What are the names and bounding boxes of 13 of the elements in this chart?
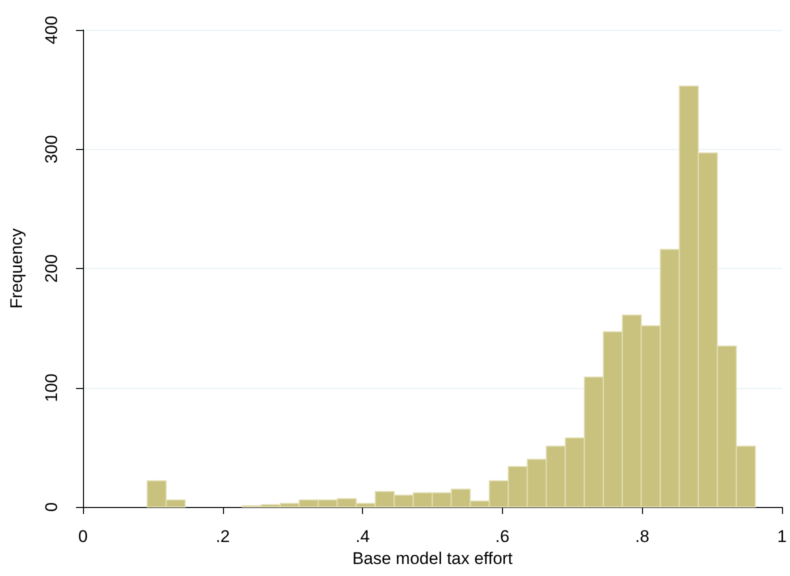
x-axis-title: Base model tax effort xyxy=(352,548,513,568)
x-tick-label: .2 xyxy=(216,527,230,546)
y-axis-title: Frequency xyxy=(7,228,26,309)
x-tick-label: .6 xyxy=(495,527,510,546)
y-tick-label: 100 xyxy=(42,374,61,402)
y-tick-label: 400 xyxy=(42,16,61,44)
y-tick-label: 0 xyxy=(42,502,61,512)
y-tick-label: 200 xyxy=(42,254,61,283)
x-tick-label: .8 xyxy=(635,527,650,546)
x-tick-label: 0 xyxy=(78,527,88,546)
y-tick-label: 300 xyxy=(42,135,61,164)
x-tick-label: 1 xyxy=(777,527,787,546)
x-tick-label: .4 xyxy=(356,527,370,546)
